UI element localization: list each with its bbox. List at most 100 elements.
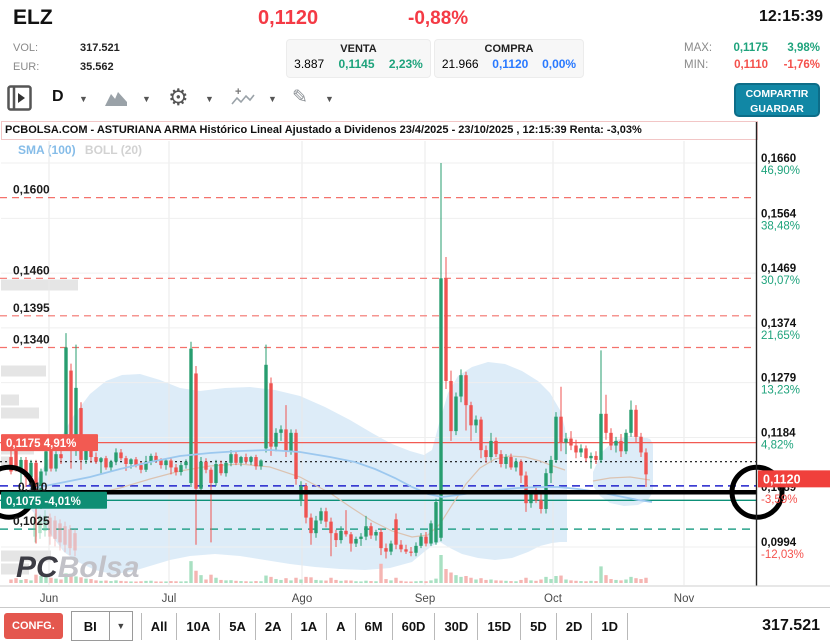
legend-boll: BOLL (20): [84, 143, 143, 157]
range-button-5D[interactable]: 5D: [520, 612, 556, 640]
add-indicator-icon[interactable]: +: [230, 86, 256, 113]
x-axis-month-label: Nov: [674, 593, 695, 605]
timeframe-button[interactable]: D: [52, 88, 64, 105]
pcbolsa-watermark: PCBolsa: [16, 551, 139, 584]
max-pct: 3,98%: [787, 42, 820, 54]
volume-profile-bar: [1, 365, 46, 377]
volume-profile-bar: [1, 550, 51, 562]
chart-style-chevron-icon[interactable]: ▼: [142, 94, 151, 104]
compra-label: COMPRA: [484, 43, 534, 55]
right-axis-percent: 4,82%: [761, 439, 794, 451]
max-min-block: MAX: 0,1175 3,98% MIN: 0,1110 -1,76%: [684, 42, 820, 76]
vol-value: 317.521: [80, 42, 120, 54]
volume-profile-bar: [1, 563, 29, 575]
compra-qty: 21.966: [441, 57, 479, 71]
x-axis-month-label: Jun: [40, 593, 59, 605]
boll-mid-line: [592, 476, 651, 482]
volume-profile-bar: [1, 279, 78, 291]
left-price-label: 0,1460: [13, 263, 50, 277]
right-axis-value: 0,1564: [761, 208, 797, 220]
price-alert-badge-label: 0,1075 -4,01%: [6, 496, 81, 508]
volume-profile-bar: [1, 407, 39, 419]
range-buttons: All 10A 5A 2A 1A A 6M 60D 30D 15D 5D 2D 1D: [140, 611, 629, 641]
range-button-1D[interactable]: 1D: [591, 612, 629, 640]
price-alert-badge[interactable]: [1, 491, 107, 509]
compra-pct: 0,00%: [542, 57, 577, 71]
compra-price: 0,1120: [492, 57, 529, 71]
panel-toggle-icon[interactable]: [7, 85, 32, 116]
right-axis-value: 0,1660: [761, 153, 796, 165]
venta-price: 0,1145: [338, 57, 375, 71]
settings-chevron-icon[interactable]: ▼: [205, 94, 214, 104]
settings-gear-icon[interactable]: ⚙: [168, 84, 189, 110]
right-axis-value: 0,0994: [761, 537, 797, 549]
current-price-badge: [758, 470, 830, 488]
range-button-A[interactable]: A: [326, 612, 354, 640]
x-axis-month-label: Ago: [292, 593, 312, 605]
draw-chevron-icon[interactable]: ▼: [325, 94, 334, 104]
left-price-label: 0,110: [18, 480, 48, 494]
max-price: 0,1175: [733, 42, 768, 54]
range-button-5A[interactable]: 5A: [219, 612, 255, 640]
min-label: MIN:: [684, 59, 709, 71]
share-save-button[interactable]: COMPARTIR GUARDAR: [734, 83, 820, 117]
range-button-1A[interactable]: 1A: [290, 612, 327, 640]
range-button-2A[interactable]: 2A: [254, 612, 291, 640]
ticker-symbol: ELZ: [13, 6, 53, 29]
range-button-30D[interactable]: 30D: [434, 612, 477, 640]
interval-select[interactable]: BI ▼: [70, 611, 133, 641]
right-axis-value: 0,1184: [761, 427, 796, 439]
chart-style-icon[interactable]: [104, 89, 128, 112]
right-axis-value: 0,1469: [761, 263, 796, 275]
add-indicator-chevron-icon[interactable]: ▼: [268, 94, 277, 104]
left-price-label: 0,1340: [13, 333, 50, 347]
config-button[interactable]: CONFG.: [4, 613, 63, 639]
change-percent: -0,88%: [408, 8, 469, 29]
range-button-All[interactable]: All: [140, 612, 177, 640]
right-axis-percent: 30,07%: [761, 275, 800, 287]
eur-label: EUR:: [13, 61, 40, 73]
volume-bars: [9, 555, 648, 583]
max-label: MAX:: [684, 42, 713, 54]
range-button-2D[interactable]: 2D: [555, 612, 592, 640]
quote-header: ELZ 0,1120 -0,88% 12:15:39 VOL: 317.521 …: [0, 0, 830, 80]
svg-text:+: +: [235, 86, 241, 98]
venta-pct: 2,23%: [388, 57, 423, 71]
chart-legend: SMA (100) BOLL (20): [18, 143, 142, 157]
volume-total: 317.521: [762, 617, 820, 634]
range-button-6M[interactable]: 6M: [354, 612, 392, 640]
boll-mid-line: [27, 455, 566, 538]
current-price-badge-label: 0,1120: [763, 472, 801, 486]
price-alert-badge[interactable]: [1, 434, 98, 452]
save-label: GUARDAR: [750, 103, 804, 115]
sma-line: [29, 449, 653, 503]
eur-value: 35.562: [80, 61, 114, 73]
quote-time: 12:15:39: [758, 8, 823, 25]
range-button-15D[interactable]: 15D: [477, 612, 520, 640]
x-axis-month-label: Sep: [415, 593, 435, 605]
x-axis-month-label: Jul: [162, 593, 177, 605]
compra-box: COMPRA 21.966 0,1120 0,00%: [434, 39, 584, 78]
share-label: COMPARTIR: [745, 88, 809, 100]
volume-profile-bar: [1, 394, 19, 406]
right-axis-percent: 46,90%: [761, 165, 800, 177]
vol-label: VOL:: [13, 42, 39, 54]
left-price-label: 0,1025: [13, 514, 50, 528]
range-button-60D[interactable]: 60D: [391, 612, 435, 640]
price-chart[interactable]: PCBolsa 0,1600 0,1460 0,1395 0,1340 0,1025 0,1…: [0, 120, 830, 607]
interval-chevron-icon: ▼: [108, 612, 132, 640]
chart-area: PCBOLSA.COM - ASTURIANA ARMA Histórico L…: [0, 120, 830, 607]
venta-qty: 3.887: [294, 57, 325, 71]
left-price-label: 0,1600: [13, 183, 50, 197]
draw-pencil-icon[interactable]: ✎: [292, 87, 308, 108]
bottom-toolbar: CONFG. BI ▼ All 10A 5A 2A 1A A 6M 60D 30D 15D 5D 2D…: [0, 607, 830, 644]
right-axis-percent: 21,65%: [761, 330, 800, 342]
min-price: 0,1110: [734, 59, 768, 71]
venta-box: VENTA 3.887 0,1145 2,23%: [286, 39, 431, 78]
right-axis-value: 0,1374: [761, 318, 797, 330]
range-button-10A[interactable]: 10A: [176, 612, 219, 640]
right-axis-percent: 13,23%: [761, 385, 800, 397]
interval-label: BI: [83, 618, 97, 634]
timeframe-chevron-icon[interactable]: ▼: [79, 94, 88, 104]
